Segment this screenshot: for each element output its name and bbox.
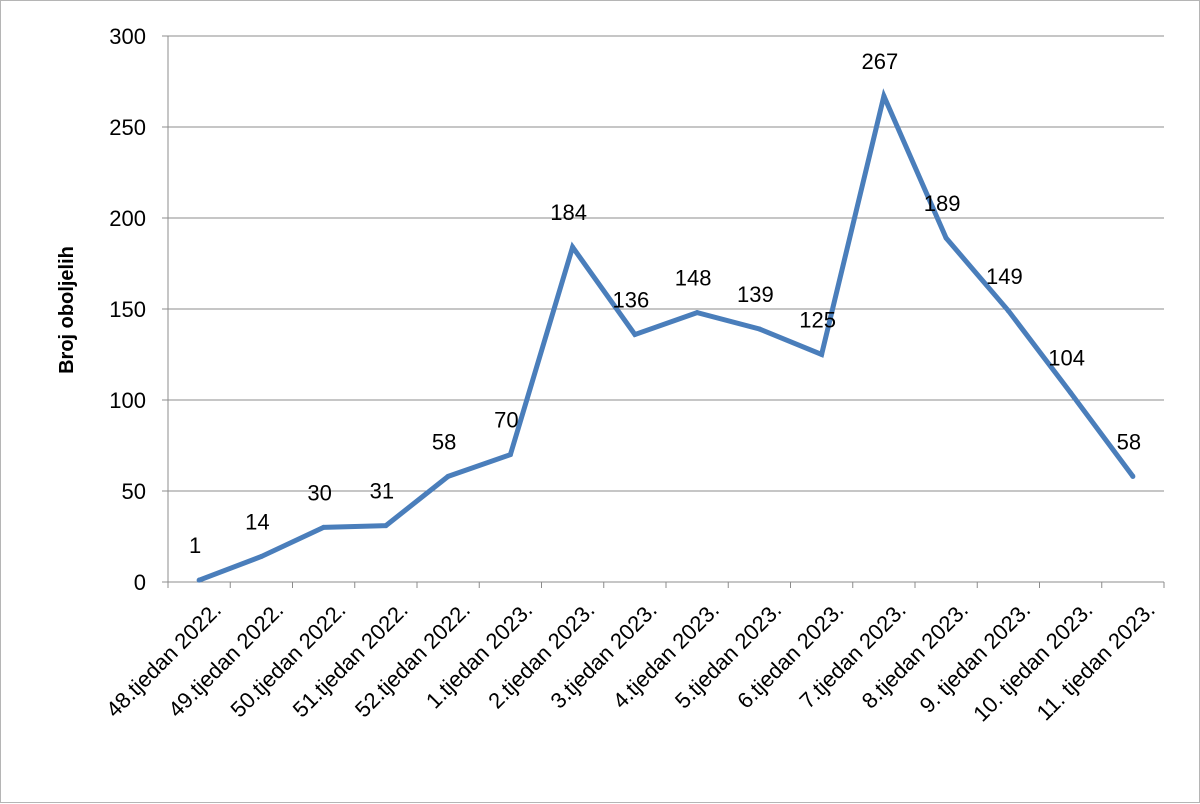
y-tick-label: 150 <box>109 297 146 322</box>
y-axis-label: Broj oboljelih <box>56 246 78 374</box>
x-tick-label: 5.tjedan 2023. <box>670 597 786 713</box>
x-tick-label: 6.tjedan 2023. <box>732 597 848 713</box>
data-label: 58 <box>432 429 456 454</box>
data-point <box>1068 390 1074 396</box>
data-point <box>445 473 451 479</box>
x-tick-label: 8.tjedan 2023. <box>857 597 973 713</box>
data-label: 58 <box>1117 429 1141 454</box>
y-tick-label: 50 <box>122 479 146 504</box>
data-labels: 1 14 30 31 58 70 184 136 148 139 125 267 189 149 104 58 <box>189 49 1141 558</box>
data-point <box>196 577 202 583</box>
data-label: 136 <box>613 287 650 312</box>
data-label: 139 <box>737 282 774 307</box>
y-tick-label: 100 <box>109 388 146 413</box>
data-label: 148 <box>675 266 712 291</box>
data-point <box>321 524 327 530</box>
data-point <box>632 331 638 337</box>
data-point <box>1005 308 1011 314</box>
y-tick-label: 200 <box>109 206 146 231</box>
data-point <box>258 554 264 560</box>
gridlines <box>162 35 1165 588</box>
x-tick-label: 9. tjedan 2023. <box>915 597 1036 718</box>
x-axis-ticks: 48.tjedan 2022.49.tjedan 2022.50.tjedan … <box>101 597 1160 726</box>
x-tick-label: 1.tjedan 2023. <box>421 597 537 713</box>
data-label: 189 <box>924 191 961 216</box>
series-line <box>198 88 1135 583</box>
data-point <box>756 326 762 332</box>
data-point <box>819 352 825 357</box>
data-label: 104 <box>1048 346 1085 371</box>
data-label: 31 <box>370 479 394 504</box>
data-label: 1 <box>189 533 201 558</box>
data-point <box>570 244 576 250</box>
x-tick-label: 7.tjedan 2023. <box>794 597 910 713</box>
data-label: 70 <box>494 408 518 433</box>
data-label: 125 <box>799 308 836 333</box>
y-tick-label: 300 <box>109 24 146 49</box>
series-line-group <box>196 88 1136 583</box>
x-tick-label: 4.tjedan 2023. <box>608 597 724 713</box>
data-label: 267 <box>862 49 899 74</box>
data-label: 184 <box>550 200 587 225</box>
data-label: 14 <box>245 510 269 535</box>
data-point <box>1130 473 1136 479</box>
x-tick-label: 2.tjedan 2023. <box>483 597 599 713</box>
data-point <box>881 93 887 99</box>
data-point <box>383 523 389 529</box>
y-tick-label: 250 <box>109 115 146 140</box>
y-axis-ticks: 0 50 100 150 200 250 300 <box>109 24 146 595</box>
y-tick-label: 0 <box>134 570 146 595</box>
x-tick-label: 3.tjedan 2023. <box>545 597 661 713</box>
data-point <box>694 310 700 316</box>
data-point <box>507 452 513 458</box>
data-label: 149 <box>986 264 1023 289</box>
data-label: 30 <box>307 480 331 505</box>
data-point <box>943 235 949 241</box>
